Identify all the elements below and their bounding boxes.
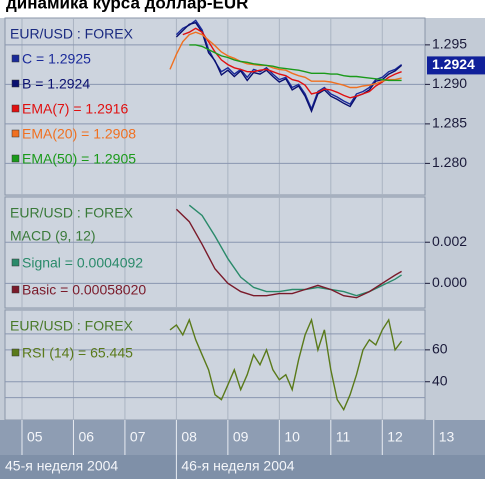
x-tick-label: 07 [130, 429, 146, 445]
legend-label: RSI (14) = 65.445 [22, 345, 133, 361]
x-tick-label: 06 [78, 429, 94, 445]
plot-area [4, 309, 426, 421]
week-strip [0, 455, 485, 479]
x-tick-label: 13 [439, 429, 455, 445]
week-label: 45-я неделя 2004 [5, 458, 118, 474]
week-label: 46-я неделя 2004 [181, 458, 294, 474]
y-tick-label: 0.002 [432, 233, 467, 249]
series-line [182, 27, 402, 99]
legend-swatch [11, 154, 20, 163]
x-tick-label: 12 [387, 429, 403, 445]
series-line [169, 31, 402, 89]
legend-label: Signal = 0.0004092 [22, 255, 143, 271]
x-tick-label: 09 [233, 429, 249, 445]
date-strip [0, 420, 485, 455]
x-tick-label: 11 [336, 429, 351, 445]
legend-swatch [11, 285, 20, 294]
legend-label: C = 1.2925 [22, 51, 91, 67]
series-line [189, 44, 402, 82]
x-tick-label: 10 [284, 429, 300, 445]
legend-label: Basic = 0.00058020 [22, 282, 146, 298]
chart-title: динамика курса доллар-EUR [6, 0, 248, 12]
y-tick-label: 1.290 [432, 75, 467, 91]
plot-area [4, 196, 426, 309]
last-price-label: 1.2924 [432, 56, 475, 72]
y-tick-label: 1.280 [432, 154, 467, 170]
legend-label: EMA(20) = 1.2908 [22, 126, 136, 142]
x-tick-label: 08 [181, 429, 197, 445]
panel-label: EUR/USD : FOREX [10, 318, 134, 334]
series-line [175, 208, 402, 299]
plot-area [4, 17, 426, 196]
y-tick-label: 60 [432, 341, 448, 357]
legend-swatch [11, 79, 20, 88]
y-tick-label: 40 [432, 372, 448, 388]
legend-swatch [11, 129, 20, 138]
legend-swatch [11, 54, 20, 63]
y-tick-label: 0.000 [432, 274, 467, 290]
legend-label: EMA(50) = 1.2905 [22, 151, 136, 167]
y-tick-label: 1.295 [432, 36, 467, 52]
title-bar [0, 0, 485, 18]
series-line [169, 317, 403, 412]
legend-label: B = 1.2924 [22, 76, 90, 92]
panel-subtitle: MACD (9, 12) [10, 228, 96, 244]
panel-label: EUR/USD : FOREX [10, 205, 134, 221]
legend-swatch [11, 104, 20, 113]
last-price-box [427, 56, 485, 75]
x-tick-label: 05 [27, 429, 43, 445]
legend-swatch [11, 348, 20, 357]
panel-label: EUR/USD : FOREX [10, 26, 134, 42]
legend-swatch [11, 258, 20, 267]
y-tick-label: 1.285 [432, 115, 467, 131]
legend-label: EMA(7) = 1.2916 [22, 101, 128, 117]
